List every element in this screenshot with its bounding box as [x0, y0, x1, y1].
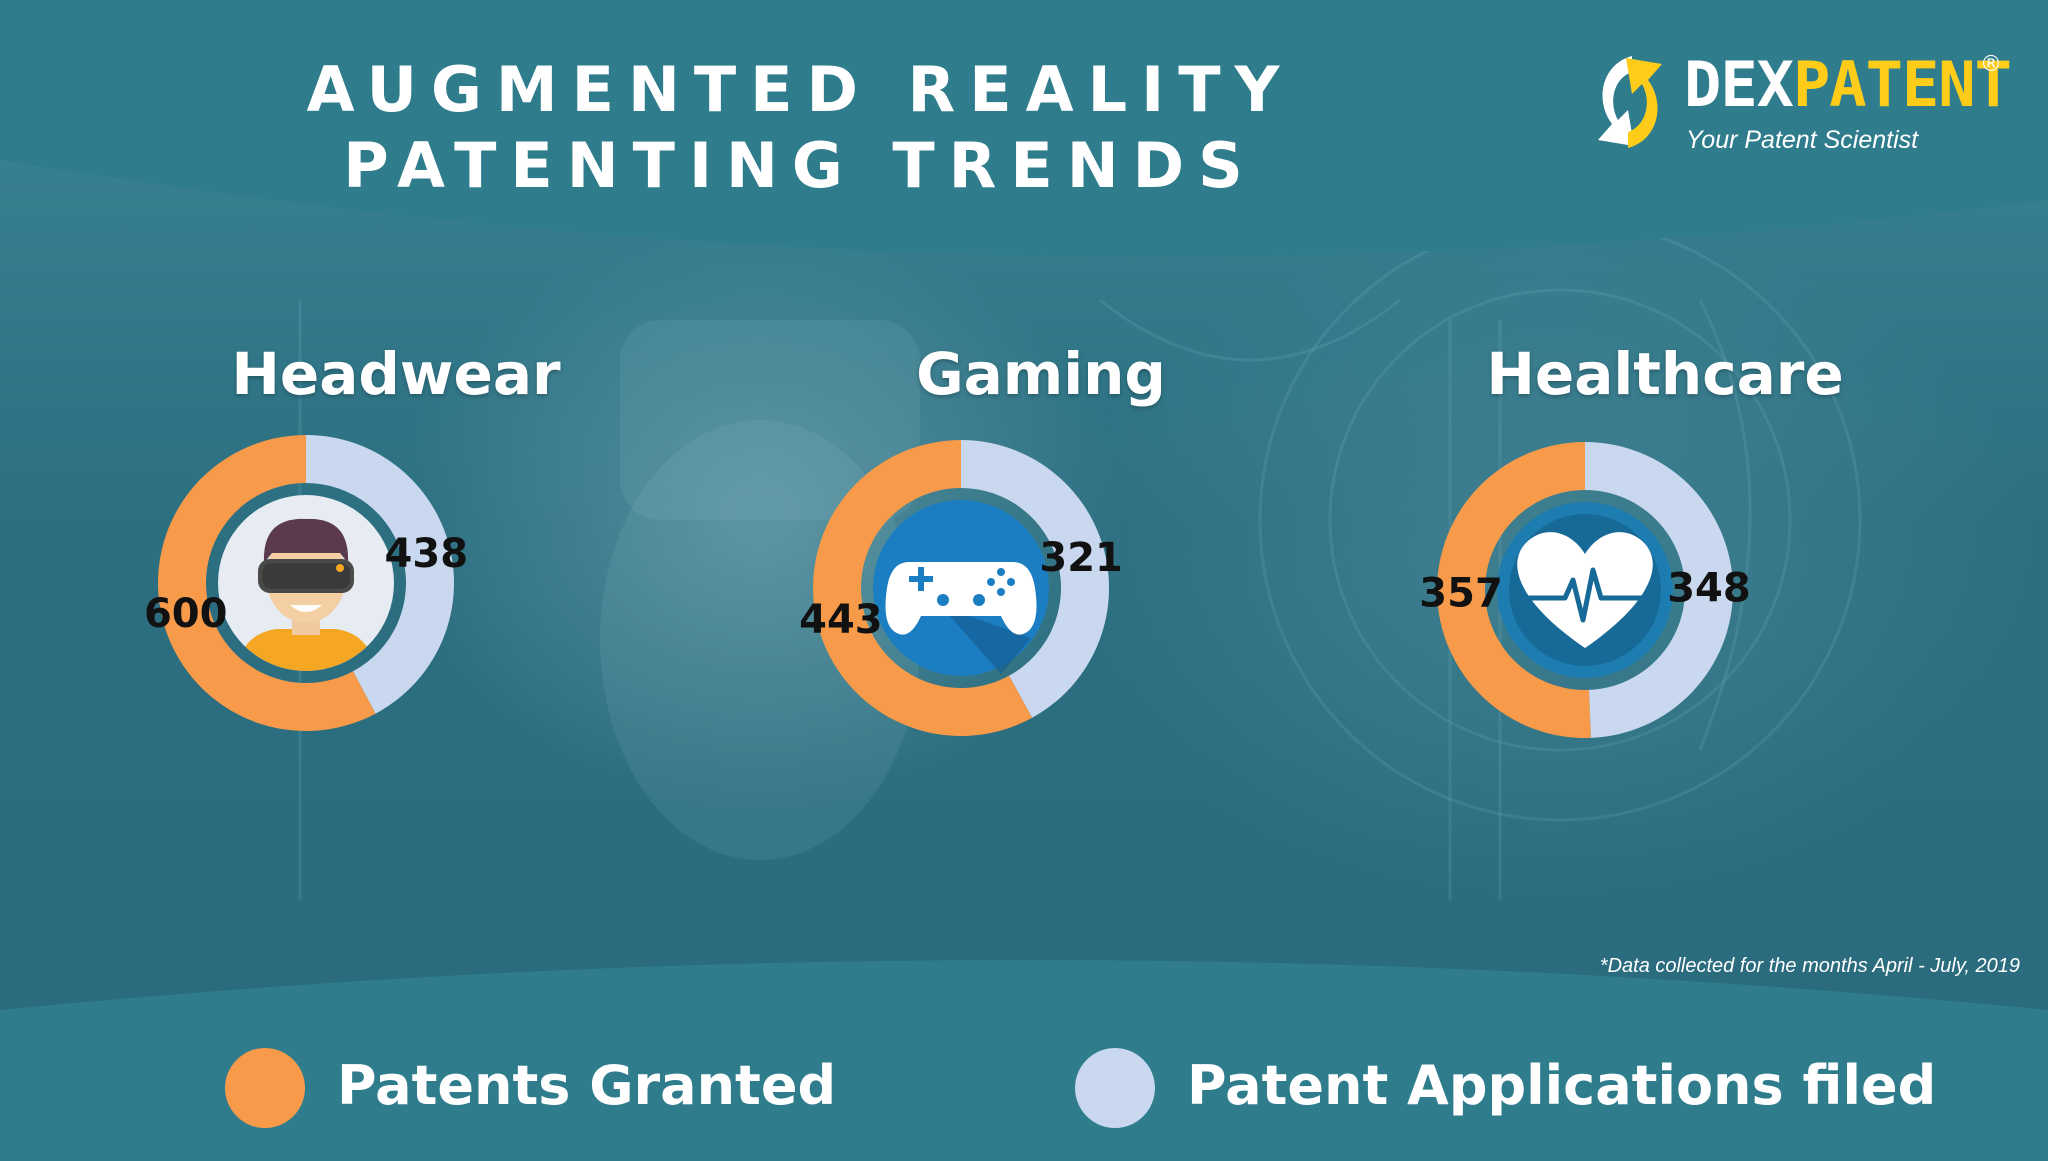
logo-registered-mark: ®: [1980, 52, 2002, 77]
logo-mark-icon: [1598, 56, 1662, 148]
legend-label-granted: Patents Granted: [337, 1054, 837, 1117]
gaming-granted-slice: [813, 440, 1033, 736]
legend-label-filed: Patent Applications filed: [1187, 1054, 1937, 1117]
title-line-1: AUGMENTED REALITY: [306, 53, 1294, 126]
heart-pulse-icon: [1497, 502, 1673, 678]
data-footnote: *Data collected for the months April - J…: [1599, 955, 2020, 977]
headwear-granted-slice: [157, 435, 376, 731]
legend-band: [0, 960, 2048, 1161]
gaming-filed-value-label: 321: [1039, 535, 1123, 581]
healthcare-donut-chart: 357 348: [1419, 442, 1751, 738]
gaming-title: Gaming: [916, 340, 1166, 408]
game-controller-icon: [873, 500, 1049, 676]
headwear-filed-value-label: 438: [385, 531, 469, 577]
logo-wordmark: DEXPATENT: [1684, 48, 2012, 121]
gaming-granted-value-label: 443: [799, 597, 883, 643]
title-line-2: PATENTING TRENDS: [343, 129, 1257, 202]
legend-swatch-granted: [225, 1048, 305, 1128]
healthcare-granted-value-label: 357: [1419, 570, 1503, 616]
headwear-filed-slice: [306, 435, 454, 714]
page-title: AUGMENTED REALITY PATENTING TRENDS: [230, 52, 1370, 204]
healthcare-filed-value-label: 348: [1667, 566, 1751, 612]
brand-logo: DEXPATENT ® Your Patent Scientist: [1588, 48, 2012, 158]
gaming-donut-chart: 443 321: [799, 440, 1123, 736]
logo-tagline: Your Patent Scientist: [1686, 126, 1919, 154]
headwear-title: Headwear: [231, 340, 561, 408]
healthcare-granted-slice: [1437, 442, 1591, 738]
header-band: [0, 0, 2048, 257]
vr-headset-person-icon: [218, 495, 394, 671]
logo-patent-text: PATENT: [1792, 48, 2012, 121]
legend-swatch-filed: [1075, 1048, 1155, 1128]
gaming-filed-slice: [961, 440, 1109, 718]
logo-dex-text: DEX: [1684, 48, 1794, 121]
healthcare-filed-slice: [1585, 442, 1734, 738]
headwear-granted-value-label: 600: [144, 591, 228, 637]
headwear-donut-chart: 600 438: [144, 435, 468, 731]
healthcare-title: Healthcare: [1486, 340, 1844, 408]
